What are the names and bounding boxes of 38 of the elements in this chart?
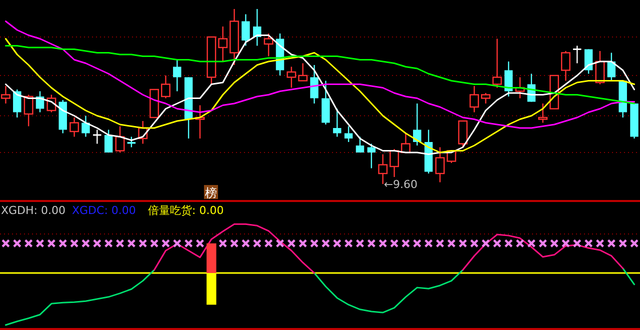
candlestick [310, 64, 318, 104]
text: XGDC: 0.00 [72, 204, 136, 217]
candlestick [242, 14, 250, 46]
candlestick [218, 26, 228, 62]
candlestick [538, 102, 548, 124]
candlestick [401, 132, 410, 154]
candlestick [253, 8, 262, 46]
candlestick [435, 146, 445, 183]
candlestick [367, 143, 376, 169]
text: 倍量吃货: 0.00 [148, 204, 224, 217]
candlestick [92, 129, 102, 144]
candlestick [458, 120, 468, 148]
candlestick [115, 126, 125, 154]
candlestick [356, 136, 364, 154]
candlestick [173, 59, 182, 92]
candlestick [561, 50, 570, 82]
candlestick [344, 126, 353, 143]
candlestick [481, 92, 490, 104]
candlestick [104, 129, 113, 154]
candlestick [298, 62, 308, 82]
candlestick [470, 85, 479, 113]
candlestick [264, 32, 274, 57]
candlestick [13, 88, 22, 118]
annotation: ←9.60 [384, 178, 418, 191]
candlestick [1, 85, 10, 104]
candlestick [492, 38, 502, 88]
candlestick [286, 66, 296, 88]
candlestick [607, 52, 616, 82]
candlestick [24, 94, 34, 127]
candlestick [572, 45, 582, 64]
candlestick [504, 60, 513, 98]
candlestick [390, 148, 399, 178]
candlestick [82, 115, 90, 138]
candlestick [161, 74, 170, 99]
candlestick [70, 116, 79, 138]
candlestick [127, 136, 136, 148]
candlestick [333, 108, 342, 138]
text: XGDH: 0.00 [1, 204, 66, 217]
